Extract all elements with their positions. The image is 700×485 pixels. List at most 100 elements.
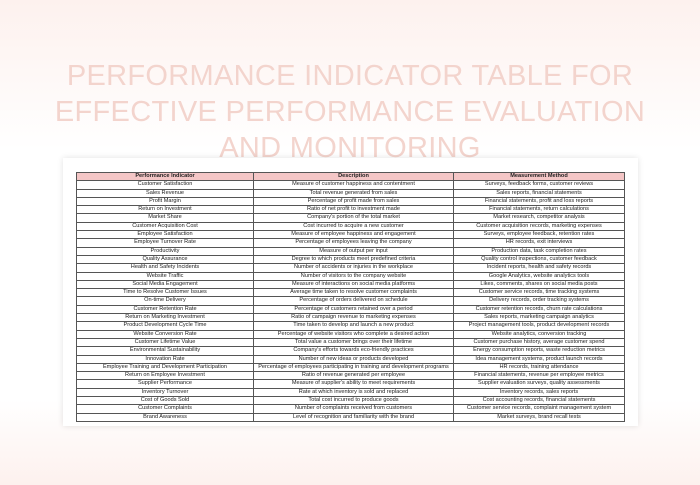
table-row: Customer Retention Rate Percentage of cus… [76,304,625,315]
table-row: Product Development Cycle Time Time taken… [76,321,625,331]
table-cell: Time taken to develop and launch a new p… [253,321,454,331]
table-cell: Ratio of revenue generated per employee [253,371,454,381]
table-cell: Number of new ideas or products develope… [253,354,454,364]
table-cell: Percentage of website visitors who compl… [253,329,454,339]
table-cell: Percentage of orders delivered on schedu… [253,296,454,306]
table-row: On-time Delivery Percentage of orders del… [76,296,625,306]
table-cell: Environmental Sustainability [76,346,254,356]
table-row: Environmental Sustainability Company's ef… [76,346,625,356]
table-cell: Employee Turnover Rate [76,238,254,248]
table-cell: Average time taken to resolve customer c… [253,288,454,298]
table-cell: Surveys, feedback forms, customer review… [453,180,625,190]
table-cell: Health and Safety Incidents [76,263,254,273]
table-cell: Measure of interactions on social media … [253,279,454,290]
table-cell: HR records, exit interviews [453,238,625,248]
column-header: Measurement Method [453,171,625,182]
table-cell: Idea management systems, product launch … [453,354,625,364]
table-row: Customer Acquisition Cost Cost incurred t… [76,221,625,232]
table-cell: Time to Resolve Customer Issues [76,288,254,298]
table-cell: Productivity [76,246,254,256]
table-cell: Supplier evaluation surveys, quality ass… [453,379,625,389]
table-cell: Measure of supplier's ability to meet re… [253,379,454,389]
table-row: Profit Margin Percentage of profit made f… [76,196,625,207]
table-row: Customer Complaints Number of complaints … [76,404,625,414]
column-header: Performance Indicator [76,171,254,182]
table-cell: Customer Retention Rate [76,304,254,315]
table-row: Employee Satisfaction Measure of employee… [76,230,625,240]
table-row: Return on Employee Investment Ratio of re… [76,371,625,381]
header-row: Performance Indicator Description Measurem… [76,171,625,182]
table-cell: Ratio of campaign revenue to marketing e… [253,313,454,323]
table-cell: Innovation Rate [76,354,254,364]
table-cell: Surveys, employee feedback, retention ra… [453,230,625,240]
table-cell: Incident reports, health and safety reco… [453,263,625,273]
table-cell: Percentage of customers retained over a … [253,304,454,315]
table-cell: Quality control inspections, customer fe… [453,254,625,265]
table-cell: Market surveys, brand recall tests [453,412,625,422]
table-row: Customer Lifetime Value Total value a cus… [76,337,625,348]
table-row: Return on Marketing Investment Ratio of c… [76,313,625,323]
table-cell: Sales Revenue [76,188,254,198]
table-cell: Website analytics, conversion tracking [453,329,625,339]
table-cell: Brand Awareness [76,412,254,422]
table-cell: Social Media Engagement [76,279,254,290]
table-body: Customer Satisfaction Measure of customer… [76,180,625,422]
table-cell: Total revenue generated from sales [253,188,454,198]
table-cell: Company's portion of the total market [253,213,454,223]
table-row: Cost of Goods Sold Total cost incurred to… [76,395,625,406]
table-cell: Financial statements, revenue per employ… [453,371,625,381]
table-cell: Cost accounting records, financial state… [453,395,625,406]
table-cell: Website Traffic [76,271,254,281]
table-cell: Total cost incurred to produce goods [253,395,454,406]
table-cell: On-time Delivery [76,296,254,306]
table-cell: Energy consumption reports, waste reduct… [453,346,625,356]
table-cell: Employee Satisfaction [76,230,254,240]
table-cell: Supplier Performance [76,379,254,389]
table-row: Customer Satisfaction Measure of customer… [76,180,625,190]
table-row: Quality Assurance Degree to which product… [76,254,625,265]
table-cell: Number of complaints received from custo… [253,404,454,414]
table-cell: Market research, competitor analysis [453,213,625,223]
table-cell: Percentage of employees participating in… [253,362,454,373]
table-row: Employee Turnover Rate Percentage of empl… [76,238,625,248]
table-cell: Number of visitors to the company websit… [253,271,454,281]
table-row: Inventory Turnover Rate at which inventor… [76,387,625,398]
table-cell: Sales reports, financial statements [453,188,625,198]
table-cell: Likes, comments, shares on social media … [453,279,625,290]
table-cell: Sales reports, marketing campaign analyt… [453,313,625,323]
table-cell: Customer Satisfaction [76,180,254,190]
table-cell: Degree to which products meet predefined… [253,254,454,265]
table-cell: Project management tools, product develo… [453,321,625,331]
table-cell: Production data, task completion rates [453,246,625,256]
table-cell: Measure of output per input [253,246,454,256]
table-cell: Measure of customer happiness and conten… [253,180,454,190]
table-cell: Market Share [76,213,254,223]
table-row: Sales Revenue Total revenue generated fro… [76,188,625,198]
table-cell: Level of recognition and familiarity wit… [253,412,454,422]
table-cell: Cost incurred to acquire a new customer [253,221,454,232]
table-cell: Percentage of profit made from sales [253,196,454,207]
table-cell: Percentage of employees leaving the comp… [253,238,454,248]
table-cell: Profit Margin [76,196,254,207]
table-row: Employee Training and Development Partic… [76,362,625,373]
table-cell: Inventory Turnover [76,387,254,398]
table-row: Supplier Performance Measure of supplier'… [76,379,625,389]
table-cell: Delivery records, order tracking systems [453,296,625,306]
table-cell: Customer service records, time tracking … [453,288,625,298]
table-cell: Customer Complaints [76,404,254,414]
table-cell: Inventory records, sales reports [453,387,625,398]
table-cell: HR records, training attendance [453,362,625,373]
table-cell: Customer retention records, churn rate c… [453,304,625,315]
table-row: Market Share Company's portion of the tot… [76,213,625,223]
title: PERFORMANCE INDICATOR TABLE FOR EFFECTIV… [54,60,646,164]
table-cell: Financial statements, return calculation… [453,205,625,215]
table-row: Brand Awareness Level of recognition and … [76,412,625,422]
table-cell: Customer acquisition records, marketing … [453,221,625,232]
column-header: Description [253,171,454,182]
table-cell: Company's efforts towards eco-friendly p… [253,346,454,356]
table-cell: Rate at which inventory is sold and repl… [253,387,454,398]
table-cell: Quality Assurance [76,254,254,265]
table-cell: Number of accidents or injuries in the w… [253,263,454,273]
table-cell: Total value a customer brings over their… [253,337,454,348]
table-row: Health and Safety Incidents Number of acc… [76,263,625,273]
